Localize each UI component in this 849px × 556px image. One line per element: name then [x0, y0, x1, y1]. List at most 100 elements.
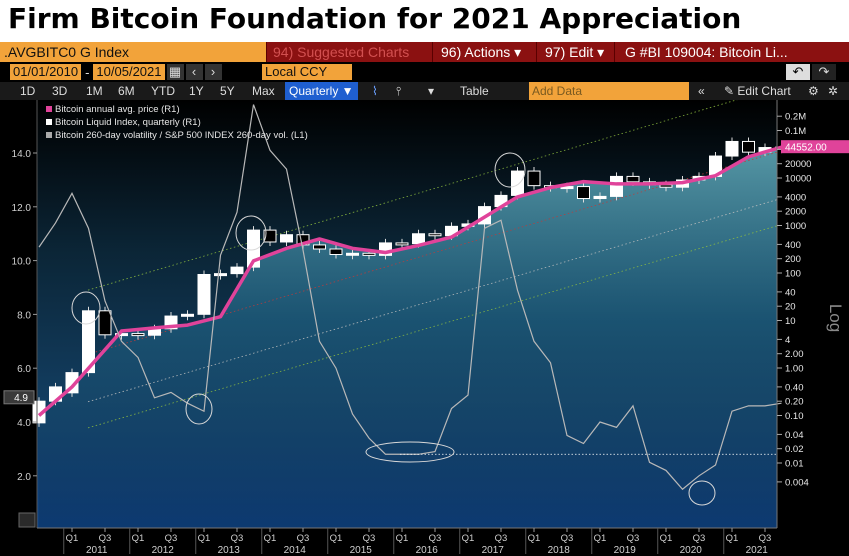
chevron-left-icon[interactable]: ‹	[185, 64, 203, 80]
left-current-value-box	[3, 390, 35, 405]
right-tick-label: 0.40	[785, 382, 804, 393]
x-tick-label: Q1	[198, 533, 211, 544]
period-1d[interactable]: 1D	[20, 84, 36, 98]
legend-swatch	[46, 132, 52, 138]
redo-icon[interactable]: ↷	[812, 64, 836, 80]
bar-type-icon[interactable]: ⫯	[396, 84, 402, 98]
left-tick-label: 2.0	[17, 472, 31, 483]
suggested-charts-button[interactable]: 94) Suggested Charts	[266, 42, 432, 62]
frequency-select[interactable]: Quarterly ▼	[285, 82, 358, 100]
right-tick-label: 0.1M	[785, 126, 806, 137]
candle-body	[626, 175, 640, 183]
legend-swatch	[46, 106, 52, 112]
right-tick-label: 20000	[785, 159, 811, 170]
currency-select[interactable]: Local CCY	[262, 64, 352, 80]
left-tick-label: 6.0	[17, 364, 31, 375]
x-tick-label: Q3	[165, 533, 178, 544]
actions-menu[interactable]: 96) Actions ▾	[432, 42, 536, 62]
undo-icon[interactable]: ↶	[786, 64, 810, 80]
candle-body	[593, 195, 607, 200]
period-max[interactable]: Max	[252, 84, 275, 98]
right-tick-label: 0.01	[785, 459, 804, 470]
calendar-icon[interactable]: ▦	[166, 64, 184, 80]
chevron-right-icon[interactable]: ›	[204, 64, 222, 80]
period-ytd[interactable]: YTD	[151, 84, 175, 98]
dropdown-icon[interactable]: ▾	[428, 84, 435, 98]
security-title: G #BI 109004: Bitcoin Li...	[614, 42, 849, 62]
x-tick-label: Q1	[726, 533, 739, 544]
candle-body	[395, 242, 409, 246]
edit-chart-button[interactable]: ✎ Edit Chart	[724, 82, 791, 100]
candle-body	[131, 333, 145, 337]
x-year-label: 2012	[152, 545, 175, 556]
period-5y[interactable]: 5Y	[220, 84, 235, 98]
start-date-field[interactable]: 01/01/2010	[10, 64, 82, 80]
annual-avg-price-line	[37, 145, 782, 417]
period-1y[interactable]: 1Y	[189, 84, 204, 98]
table-button[interactable]: Table	[460, 84, 489, 98]
date-separator: -	[85, 64, 90, 80]
x-tick-label: Q1	[132, 533, 145, 544]
candle-body	[181, 313, 194, 317]
candle-body	[725, 140, 739, 157]
period-toolbar: 1D 3D 1M 6M YTD 1Y 5Y Max Quarterly ▼ ⌇ …	[0, 82, 849, 100]
x-tick-label: Q1	[66, 533, 79, 544]
add-data-input[interactable]: Add Data	[529, 82, 689, 100]
left-current-value-label: 4.9	[14, 393, 28, 404]
chart-area: 14.0 12.0 10.0 8.0 6.0 4.0 2.0 4.9 0.2M 0.1M 4000 0…	[0, 87, 849, 556]
candle-body	[98, 310, 112, 336]
candle-body	[527, 170, 541, 187]
x-tick-label: Q3	[297, 533, 310, 544]
x-tick-label: Q3	[99, 533, 112, 544]
candle-body	[197, 273, 211, 315]
period-1m[interactable]: 1M	[86, 84, 103, 98]
page-title: Firm Bitcoin Foundation for 2021 Appreci…	[8, 2, 742, 35]
candle-body	[313, 244, 326, 250]
right-tick-label: 0.20	[785, 397, 804, 408]
x-year-label: 2014	[284, 545, 307, 556]
date-toolbar: 01/01/2010 - 10/05/2021 ▦ ‹ › Local CCY …	[0, 62, 849, 82]
ticker-field[interactable]: .AVGBITC0 G Index	[0, 42, 266, 62]
highlight-circle	[494, 152, 526, 188]
x-year-label: 2019	[614, 545, 637, 556]
collapse-icon[interactable]: «	[698, 84, 705, 98]
left-tick-label: 10.0	[12, 257, 32, 268]
candle-body	[412, 233, 425, 245]
x-tick-label: Q1	[594, 533, 607, 544]
line-chart-icon[interactable]: ⌇	[372, 84, 378, 98]
gear-icon[interactable]: ✲	[828, 84, 839, 98]
candle-body	[511, 170, 524, 196]
right-tick-label: 0.10	[785, 411, 804, 422]
x-year-label: 2015	[350, 545, 373, 556]
right-tick-label: 20	[785, 302, 796, 313]
x-tick-label: Q3	[627, 533, 640, 544]
legend-label: Bitcoin 260-day volatility / S&P 500 IND…	[55, 130, 308, 141]
candle-body	[247, 229, 260, 268]
x-year-label: 2018	[548, 545, 571, 556]
volatility-ratio-line	[38, 104, 782, 491]
right-current-value-label: 44552.00	[785, 143, 827, 154]
zoom-icon	[18, 512, 36, 528]
right-tick-label: 2.00	[785, 349, 804, 360]
chart-svg: 14.0 12.0 10.0 8.0 6.0 4.0 2.0 4.9 0.2M 0.1M 4000 0…	[0, 87, 849, 556]
left-tick-label: 12.0	[12, 203, 32, 214]
period-3d[interactable]: 3D	[52, 84, 68, 98]
settings-icon[interactable]: ⚙	[808, 84, 819, 98]
highlight-circle	[365, 441, 455, 463]
right-tick-label: 400	[785, 240, 801, 251]
candle-body	[560, 186, 574, 190]
period-6m[interactable]: 6M	[118, 84, 135, 98]
edit-chart-label: Edit Chart	[737, 84, 791, 98]
x-year-label: 2011	[86, 545, 108, 556]
highlight-circle	[71, 291, 101, 325]
x-tick-label: Q3	[693, 533, 706, 544]
highlight-circle	[185, 393, 213, 425]
edit-menu[interactable]: 97) Edit ▾	[536, 42, 614, 62]
x-year-label: 2021	[746, 545, 769, 556]
x-tick-label: Q1	[462, 533, 475, 544]
end-date-field[interactable]: 10/05/2021	[93, 64, 165, 80]
x-year-label: 2016	[416, 545, 439, 556]
x-tick-label: Q3	[495, 533, 508, 544]
candle-body	[82, 310, 95, 374]
